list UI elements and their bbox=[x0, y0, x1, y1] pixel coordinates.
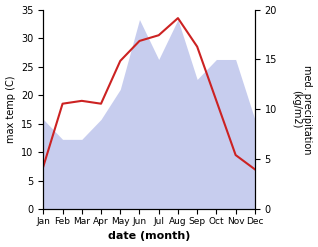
X-axis label: date (month): date (month) bbox=[108, 231, 190, 242]
Y-axis label: med. precipitation
(kg/m2): med. precipitation (kg/m2) bbox=[291, 65, 313, 154]
Y-axis label: max temp (C): max temp (C) bbox=[5, 76, 16, 143]
